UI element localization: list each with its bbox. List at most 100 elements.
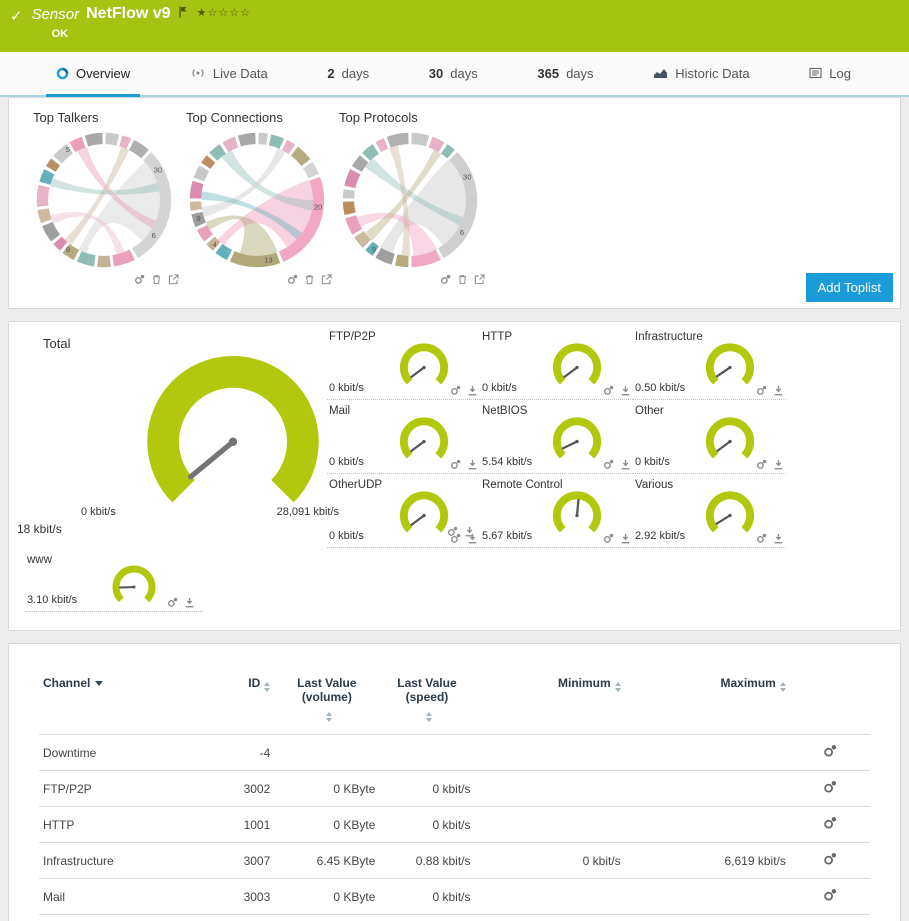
tab-live-data[interactable]: Live Data xyxy=(180,52,278,97)
gauge-title: www xyxy=(27,554,52,566)
cell-volume: 0 KByte xyxy=(274,878,380,915)
settings-icon[interactable] xyxy=(447,526,458,537)
settings-icon[interactable] xyxy=(287,274,298,285)
download-icon[interactable] xyxy=(620,385,631,396)
channel-gauge xyxy=(705,417,755,459)
add-toplist-button[interactable]: Add Toplist xyxy=(805,273,893,302)
download-icon[interactable] xyxy=(467,459,478,470)
delete-icon[interactable] xyxy=(151,274,162,285)
sort-icon xyxy=(425,712,432,722)
download-icon[interactable] xyxy=(184,597,195,608)
cell-volume: 0 KByte xyxy=(274,770,380,807)
star-empty-icon[interactable]: ☆ xyxy=(240,7,250,19)
star-empty-icon[interactable]: ☆ xyxy=(229,7,240,19)
cell-max xyxy=(624,770,790,807)
sensor-header: ✓ Sensor NetFlow v9 ★ ☆ ☆ ☆ ☆ OK xyxy=(0,0,909,52)
toplist-card-top-talkers: Top Talkers 5 30 6 9 xyxy=(33,108,183,298)
col-channel[interactable]: Channel xyxy=(39,670,214,735)
settings-icon[interactable] xyxy=(823,852,837,866)
download-icon[interactable] xyxy=(773,533,784,544)
star-empty-icon[interactable]: ☆ xyxy=(207,7,218,19)
settings-icon[interactable] xyxy=(450,385,461,396)
settings-icon[interactable] xyxy=(167,597,178,608)
settings-icon[interactable] xyxy=(823,816,837,830)
toplist-title: Top Talkers xyxy=(33,110,99,125)
cell-actions xyxy=(789,770,870,807)
download-icon[interactable] xyxy=(620,459,631,470)
col-maximum[interactable]: Maximum xyxy=(625,670,790,735)
tab-2-days[interactable]: 2 days xyxy=(327,65,370,81)
gauge-actions xyxy=(756,385,784,396)
gauge-value: 0 kbit/s xyxy=(329,456,364,468)
delete-icon[interactable] xyxy=(304,274,315,285)
download-icon[interactable] xyxy=(467,533,478,544)
toplist-card-top-connections: Top Connections 20 13 4 9 xyxy=(186,108,336,298)
cell-channel: Mail xyxy=(39,878,215,915)
table-row-http: HTTP 1001 0 KByte 0 kbit/s xyxy=(39,806,870,843)
settings-icon[interactable] xyxy=(134,274,145,285)
chord-chart-top-talkers: 5 30 6 9 xyxy=(33,129,175,271)
settings-icon[interactable] xyxy=(756,385,767,396)
gauge-title: OtherUDP xyxy=(329,479,383,491)
gauges-panel: Total 0 kbit/s 28,091 kbit/s 18 kbit/s F… xyxy=(8,321,901,631)
cell-id: 3008 xyxy=(214,914,275,921)
settings-icon[interactable] xyxy=(823,888,837,902)
cell-channel: NetBIOS xyxy=(39,914,215,921)
cell-max: 14,159 kbit/s xyxy=(624,914,790,921)
download-icon[interactable] xyxy=(467,385,478,396)
settings-icon[interactable] xyxy=(756,533,767,544)
tab-30-days[interactable]: 30 days xyxy=(428,65,478,81)
settings-icon[interactable] xyxy=(450,533,461,544)
total-gauge-value: 18 kbit/s xyxy=(17,522,62,536)
delete-icon[interactable] xyxy=(457,274,468,285)
total-gauge-max: 28,091 kbit/s xyxy=(276,506,339,518)
log-icon xyxy=(809,67,822,79)
external-link-icon[interactable] xyxy=(168,274,179,285)
col-id[interactable]: ID xyxy=(214,670,274,735)
tab-log[interactable]: Log xyxy=(799,52,861,97)
sensor-overview-content: Top Talkers 5 30 6 9 Top Connections 20 13 4 9 xyxy=(0,97,909,921)
chord-chart-top-protocols: 30 6 9 xyxy=(339,129,481,271)
gauge-actions xyxy=(450,385,478,396)
gauge-actions xyxy=(756,459,784,470)
total-gauge-scale: 0 kbit/s 28,091 kbit/s xyxy=(81,506,339,518)
priority-stars[interactable]: ★ ☆ ☆ ☆ ☆ xyxy=(197,6,250,19)
gauge-card-remote-control: Remote Control 5.67 kbit/s xyxy=(480,474,633,548)
external-link-icon[interactable] xyxy=(474,274,485,285)
tab-overview[interactable]: Overview xyxy=(46,52,141,97)
download-icon[interactable] xyxy=(620,533,631,544)
cell-max xyxy=(624,806,790,843)
settings-icon[interactable] xyxy=(756,459,767,470)
sort-icon xyxy=(264,682,271,692)
star-empty-icon[interactable]: ☆ xyxy=(218,7,229,19)
col-last-value-volume[interactable]: Last Value (volume) xyxy=(274,670,379,735)
download-icon[interactable] xyxy=(773,385,784,396)
tab-historic-data[interactable]: Historic Data xyxy=(643,52,759,97)
sort-icon xyxy=(779,682,786,692)
settings-icon[interactable] xyxy=(603,533,614,544)
settings-icon[interactable] xyxy=(823,780,837,794)
gauge-value: 0 kbit/s xyxy=(329,382,364,394)
gauge-card-http: HTTP 0 kbit/s xyxy=(480,326,633,400)
gauge-value: 0 kbit/s xyxy=(482,382,517,394)
svg-text:4: 4 xyxy=(213,240,217,249)
sensor-title-block: Sensor NetFlow v9 ★ ☆ ☆ ☆ ☆ OK xyxy=(32,5,250,52)
cell-min: 0 kbit/s xyxy=(474,842,625,879)
toplist-title: Top Connections xyxy=(186,110,283,125)
live-data-icon xyxy=(192,69,204,77)
settings-icon[interactable] xyxy=(823,744,837,758)
cell-id: 1001 xyxy=(214,806,275,843)
external-link-icon[interactable] xyxy=(321,274,332,285)
col-last-value-speed[interactable]: Last Value (speed) xyxy=(379,670,474,735)
table-row-mail: Mail 3003 0 KByte 0 kbit/s xyxy=(39,878,870,915)
channel-table: Channel ID Last Value (volume) Last Value… xyxy=(39,670,870,921)
gauge-card-various: Various 2.92 kbit/s xyxy=(633,474,786,548)
download-icon[interactable] xyxy=(773,459,784,470)
tab-365-days[interactable]: 365 days xyxy=(537,65,594,81)
settings-icon[interactable] xyxy=(440,274,451,285)
settings-icon[interactable] xyxy=(450,459,461,470)
settings-icon[interactable] xyxy=(603,385,614,396)
settings-icon[interactable] xyxy=(603,459,614,470)
star-filled-icon[interactable]: ★ xyxy=(196,7,207,19)
col-minimum[interactable]: Minimum xyxy=(475,670,625,735)
